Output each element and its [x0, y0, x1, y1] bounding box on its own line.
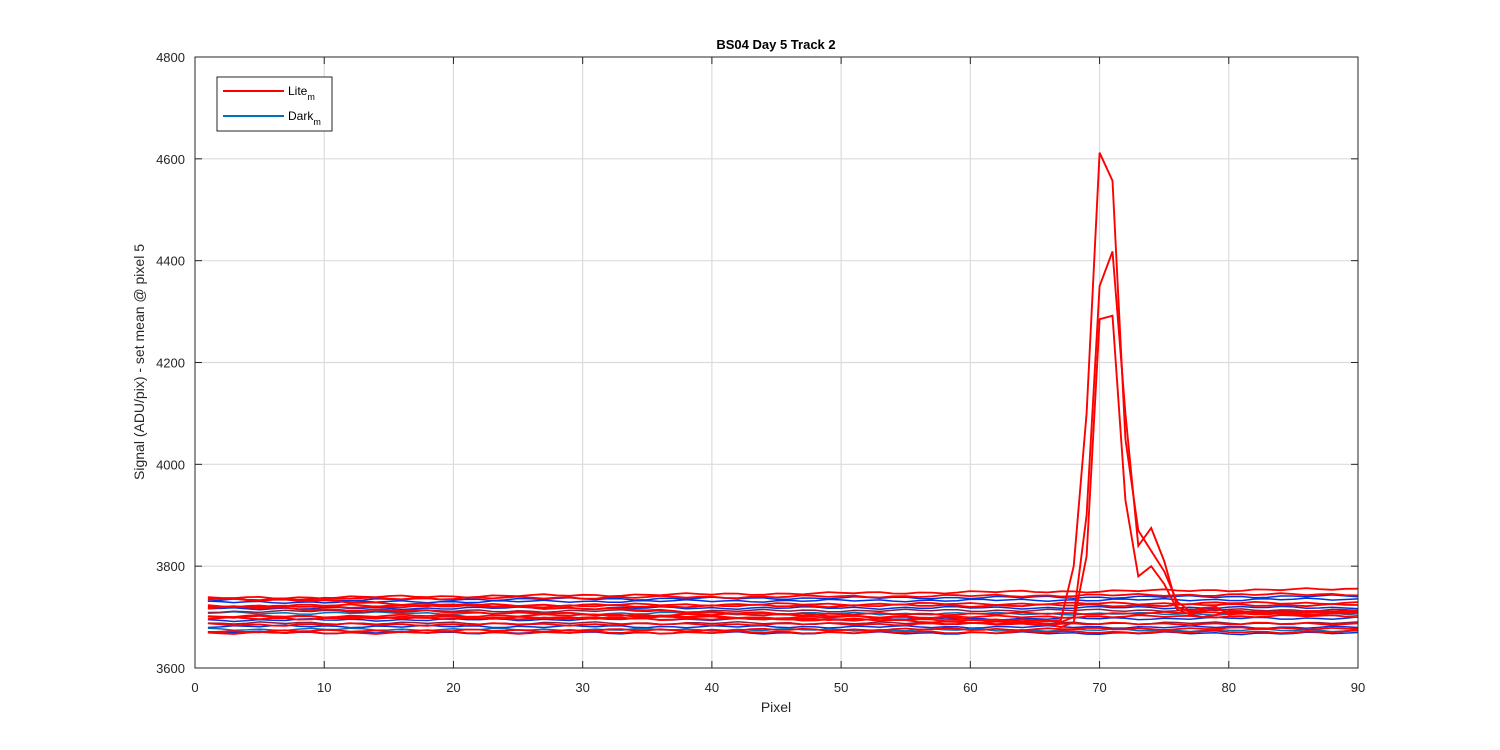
x-tick-label: 40 — [705, 680, 719, 695]
y-tick-label: 4400 — [156, 254, 185, 269]
x-tick-label: 80 — [1222, 680, 1236, 695]
x-tick-label: 60 — [963, 680, 977, 695]
series-line-dark — [207, 624, 1358, 630]
x-tick-label: 20 — [446, 680, 460, 695]
legend-label-lite: Litem — [288, 84, 315, 102]
y-axis-label: Signal (ADU/pix) - set mean @ pixel 5 — [131, 244, 147, 480]
x-axis-label: Pixel — [761, 699, 791, 715]
axis-ticks: 0 10 20 30 40 50 60 70 80 90 3600 3800 4000 4200 4400 4… — [156, 50, 1365, 695]
chart-title: BS04 Day 5 Track 2 — [716, 37, 835, 52]
series-line-lite — [207, 603, 1358, 610]
legend-box — [216, 76, 333, 132]
x-tick-label: 70 — [1092, 680, 1106, 695]
series-lines — [207, 152, 1358, 636]
x-tick-label: 10 — [317, 680, 331, 695]
legend-subscript-lite: m — [307, 92, 315, 102]
x-tick-label: 0 — [191, 680, 198, 695]
series-line-dark — [207, 605, 1358, 611]
x-tick-label: 30 — [575, 680, 589, 695]
series-line-lite — [207, 621, 1358, 627]
series-line-lite — [207, 592, 1358, 602]
x-tick-label: 50 — [834, 680, 848, 695]
y-tick-label: 4000 — [156, 457, 185, 472]
series-line-lite — [207, 629, 1358, 635]
legend-subscript-dark: m — [313, 117, 321, 127]
series-line-spike-1 — [207, 152, 1358, 623]
grid-lines — [195, 57, 1358, 668]
legend-label-dark: Darkm — [288, 109, 321, 127]
y-tick-label: 4600 — [156, 152, 185, 167]
series-group — [207, 152, 1358, 636]
legend: Litem Darkm — [216, 76, 333, 132]
y-tick-label: 3800 — [156, 559, 185, 574]
y-tick-label: 4200 — [156, 356, 185, 371]
y-tick-label: 4800 — [156, 50, 185, 65]
series-line-dark — [207, 597, 1358, 605]
y-tick-label: 3600 — [156, 661, 185, 676]
series-line-spike-3 — [207, 314, 1358, 629]
x-tick-label: 90 — [1351, 680, 1365, 695]
